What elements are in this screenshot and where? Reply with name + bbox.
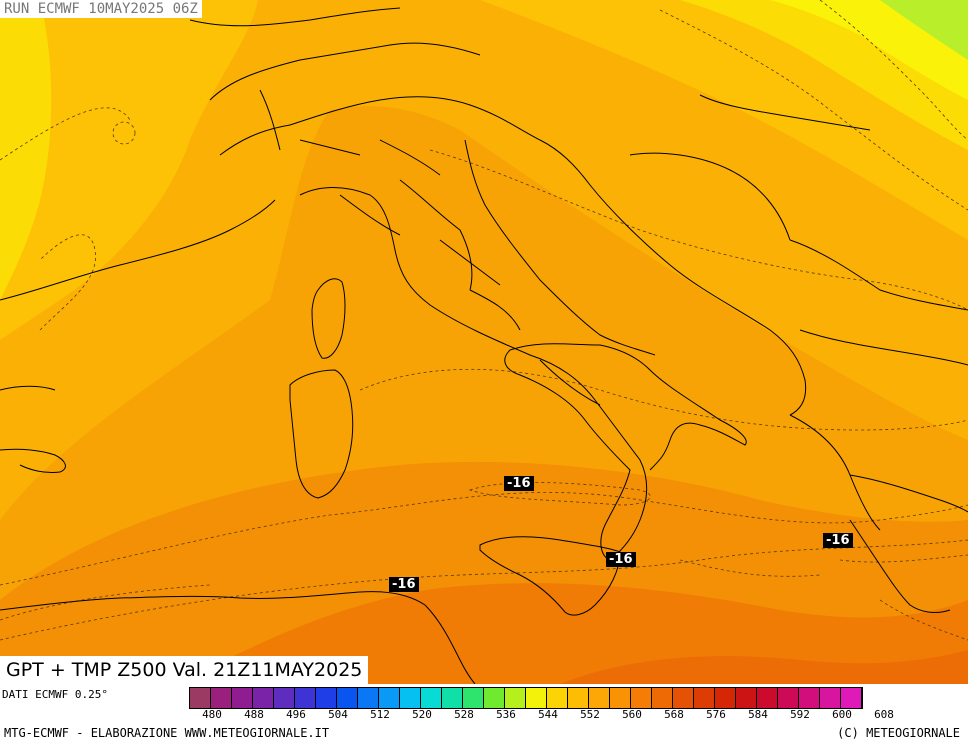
- contour-label-greece: -16: [823, 533, 853, 548]
- color-swatch: [778, 688, 799, 708]
- field-band-green: [880, 0, 968, 60]
- contour-label-tyrrhenian: -16: [504, 476, 534, 491]
- color-swatch: [631, 688, 652, 708]
- color-scale-tick: 496: [286, 708, 306, 721]
- color-scale-tick: 536: [496, 708, 516, 721]
- color-swatch: [274, 688, 295, 708]
- color-scale-tick: 480: [202, 708, 222, 721]
- color-swatch: [505, 688, 526, 708]
- coastlines-and-borders: [0, 7, 968, 684]
- color-scale-tick: 592: [790, 708, 810, 721]
- color-scale-tick: 528: [454, 708, 474, 721]
- color-swatch: [211, 688, 232, 708]
- color-swatch: [295, 688, 316, 708]
- field-band-560-west: [0, 0, 258, 340]
- color-scale-tick: 584: [748, 708, 768, 721]
- color-swatch: [379, 688, 400, 708]
- color-scale-tick: 576: [706, 708, 726, 721]
- color-swatch: [757, 688, 778, 708]
- run-label: RUN ECMWF 10MAY2025 06Z: [0, 0, 202, 18]
- color-swatch: [442, 688, 463, 708]
- color-swatch: [358, 688, 379, 708]
- color-swatch: [547, 688, 568, 708]
- color-swatch: [421, 688, 442, 708]
- footer-copyright: (C) METEOGIORNALE: [837, 726, 960, 740]
- color-scale-tick: 520: [412, 708, 432, 721]
- color-scale-tick: 488: [244, 708, 264, 721]
- color-swatch: [400, 688, 421, 708]
- color-scale-tick: 544: [538, 708, 558, 721]
- footer-credit: MTG-ECMWF - ELABORAZIONE WWW.METEOGIORNA…: [4, 726, 330, 740]
- color-swatch: [652, 688, 673, 708]
- color-swatch: [799, 688, 820, 708]
- color-swatch: [190, 688, 211, 708]
- geopotential-map: 25 40 45 6: [0, 0, 968, 684]
- color-swatch: [568, 688, 589, 708]
- dati-label: DATI ECMWF 0.25°: [2, 688, 108, 701]
- field-band-556-west: [0, 0, 52, 300]
- color-scale-tick: 600: [832, 708, 852, 721]
- color-swatch: [337, 688, 358, 708]
- color-scale-tick: 560: [622, 708, 642, 721]
- contour-label-calabria: -16: [606, 552, 636, 567]
- color-swatch: [526, 688, 547, 708]
- color-scale-tick: 552: [580, 708, 600, 721]
- contour-label-algeria: -16: [389, 577, 419, 592]
- color-swatch: [589, 688, 610, 708]
- color-swatch: [232, 688, 253, 708]
- map-title: GPT + TMP Z500 Val. 21Z11MAY2025: [0, 656, 369, 684]
- color-swatch: [484, 688, 505, 708]
- color-swatch: [841, 688, 862, 708]
- color-swatch: [463, 688, 484, 708]
- color-scale-bar: [189, 687, 863, 709]
- color-swatch: [673, 688, 694, 708]
- field-band-580: [560, 650, 968, 684]
- color-swatch: [715, 688, 736, 708]
- color-swatch: [316, 688, 337, 708]
- color-scale-tick: 504: [328, 708, 348, 721]
- color-scale-tick: 608: [874, 708, 894, 721]
- color-swatch: [694, 688, 715, 708]
- color-swatch: [820, 688, 841, 708]
- color-scale-tick: 512: [370, 708, 390, 721]
- color-swatch: [736, 688, 757, 708]
- color-swatch: [253, 688, 274, 708]
- color-scale-tick: 568: [664, 708, 684, 721]
- color-swatch: [610, 688, 631, 708]
